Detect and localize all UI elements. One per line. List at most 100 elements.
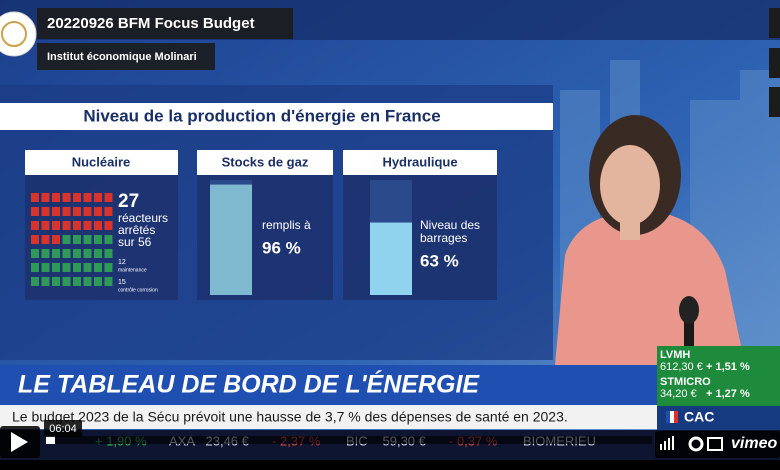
reactor-icon [94,207,102,216]
quotes-box [657,346,780,406]
breakdown-label: maintenance [118,267,147,273]
watch-later-button[interactable] [769,48,780,78]
reactor-icon [73,207,81,216]
reactor-icon [94,277,102,286]
reactor-icon [94,263,102,272]
reactor-icon [41,193,50,202]
card-header [343,150,497,175]
flag [666,411,670,423]
reactor-icon [41,235,50,244]
card-header [197,150,333,175]
reactor-icon [52,193,60,202]
settings-icon[interactable] [688,436,704,452]
card-heading: Hydraulique [382,154,457,169]
quote-name: STMICRO [660,376,711,388]
panel-title-bar [0,103,553,130]
breakdown-label: contrôle corrosion [118,287,158,293]
reactor-icon [31,249,39,258]
reactor-icon [52,249,60,258]
gauge-value: 63 % [420,251,459,270]
breakdown-count: 15 [118,279,126,286]
banner: LE TABLEAU DE BORD DE L'ÉNERGIE [18,370,480,399]
reactor-icon [94,235,102,244]
index-name: CAC [684,409,714,425]
player-bottom [0,460,780,470]
reactor-icon [52,221,60,230]
reactor-text: réacteurs [118,211,168,225]
reactor-icon [104,207,113,216]
brand[interactable]: vimeo [731,435,777,452]
card-heading: Stocks de gaz [222,154,309,169]
market-strip [0,430,780,460]
quote-change: + 1,27 % [706,388,750,400]
reactor-icon [41,221,50,230]
gauge-fill [370,222,412,295]
reactor-icon [52,207,60,216]
reactor-icon [62,235,71,244]
flag [674,411,678,423]
reactor-icon [83,235,92,244]
reactor-icon [62,207,71,216]
card-header [25,150,178,175]
reactor-icon [94,249,102,258]
like-button[interactable] [769,8,780,38]
reactor-icon [104,277,113,286]
share-button[interactable] [769,87,780,117]
reactor-icon [83,221,92,230]
progress-bar[interactable] [46,436,652,444]
reactor-icon [73,221,81,230]
reactor-text: arrêtés [118,223,155,237]
quote-change: + 1,51 % [706,361,750,373]
breakdown-count: 12 [118,259,126,266]
video-title[interactable]: 20220926 BFM Focus Budget [47,15,255,32]
byline[interactable]: Institut économique Molinari [47,51,197,63]
reactor-icon [94,193,102,202]
logo-mark [1,21,27,47]
quote-price: 34,20 € [660,388,697,400]
reactor-icon [52,277,60,286]
reactor-icon [52,263,60,272]
banner-bg [0,365,657,405]
time: 06:04 [49,423,77,435]
reactor-icon [83,193,92,202]
reactor-icon [41,249,50,258]
reactor-grid [31,193,113,286]
title-box[interactable] [37,8,293,39]
reactor-icon [83,249,92,258]
reactor-icon [104,249,113,258]
ticker: Le budget 2023 de la Sécu prévoit une ha… [12,409,568,425]
reactor-icon [62,263,71,272]
reactor-icon [31,221,39,230]
reactor-icon [73,277,81,286]
reactor-icon [41,207,50,216]
gauge-text: Niveau des [420,218,480,232]
reactor-icon [104,221,113,230]
reactor-icon [31,263,39,272]
gauge-value: 96 % [262,238,301,257]
reactor-icon [94,221,102,230]
reactor-icon [62,277,71,286]
flag [670,411,674,423]
reactor-icon [62,193,71,202]
reactor-icon [41,263,50,272]
reactor-icon [104,235,113,244]
controls-right [655,431,780,458]
reactor-icon [73,193,81,202]
card-heading: Nucléaire [72,154,131,169]
hydro-card: Hydraulique [343,150,497,300]
reactor-icon [83,277,92,286]
reactor-icon [83,263,92,272]
byline-box[interactable] [37,43,215,70]
reactor-icon [104,193,113,202]
gauge-text: remplis à [262,218,311,232]
reactor-icon [31,207,39,216]
reactor-icon [104,263,113,272]
ticker-bg [0,405,657,429]
presenter [555,115,745,365]
reactor-icon [73,263,81,272]
fullscreen-icon[interactable] [707,437,723,451]
volume-icon[interactable] [660,436,674,450]
